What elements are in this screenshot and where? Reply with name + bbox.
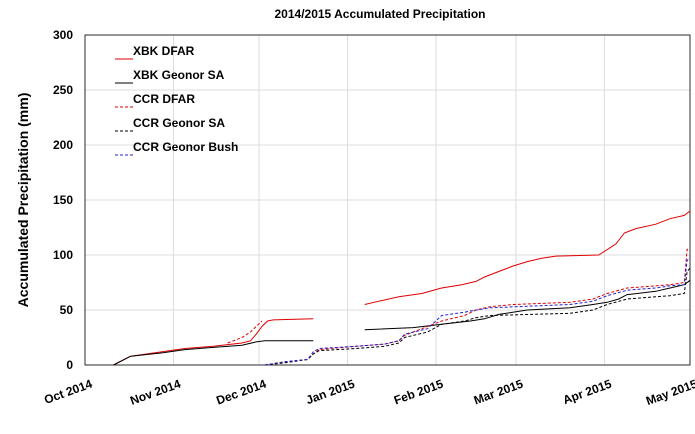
y-tick-label: 250 [53, 83, 73, 97]
series-line [364, 279, 691, 331]
series-line [264, 267, 691, 366]
x-tick-label: Jan 2015 [304, 377, 357, 408]
y-tick-label: 50 [60, 303, 74, 317]
series-line [113, 340, 314, 366]
series-line [113, 318, 314, 366]
y-tick-label: 200 [53, 138, 73, 152]
series-line [364, 210, 691, 305]
series-line [264, 256, 691, 366]
plot-frame [84, 34, 691, 366]
legend-label: XBK Geonor SA [133, 68, 225, 82]
series-line [227, 320, 263, 344]
x-tick-label: Mar 2015 [472, 377, 525, 408]
legend-label: CCR DFAR [133, 92, 195, 106]
legend-label: CCR Geonor Bush [133, 140, 238, 154]
x-tick-label: May 2015 [644, 377, 695, 409]
x-tick-label: Apr 2015 [561, 377, 614, 408]
y-tick-label: 0 [66, 358, 73, 372]
legend-label: CCR Geonor SA [133, 116, 225, 130]
y-tick-label: 300 [53, 28, 73, 42]
x-tick-label: Feb 2015 [392, 377, 445, 408]
x-tick-label: Dec 2014 [214, 377, 268, 408]
y-tick-label: 150 [53, 193, 73, 207]
y-tick-label: 100 [53, 248, 73, 262]
legend-label: XBK DFAR [133, 44, 195, 58]
chart-title: 2014/2015 Accumulated Precipitation [275, 7, 486, 21]
x-tick-label: Nov 2014 [128, 377, 183, 408]
x-tick-label: Oct 2014 [42, 377, 94, 407]
y-axis-label: Accumulated Precipitation (mm) [15, 93, 31, 308]
series-line [264, 247, 691, 366]
